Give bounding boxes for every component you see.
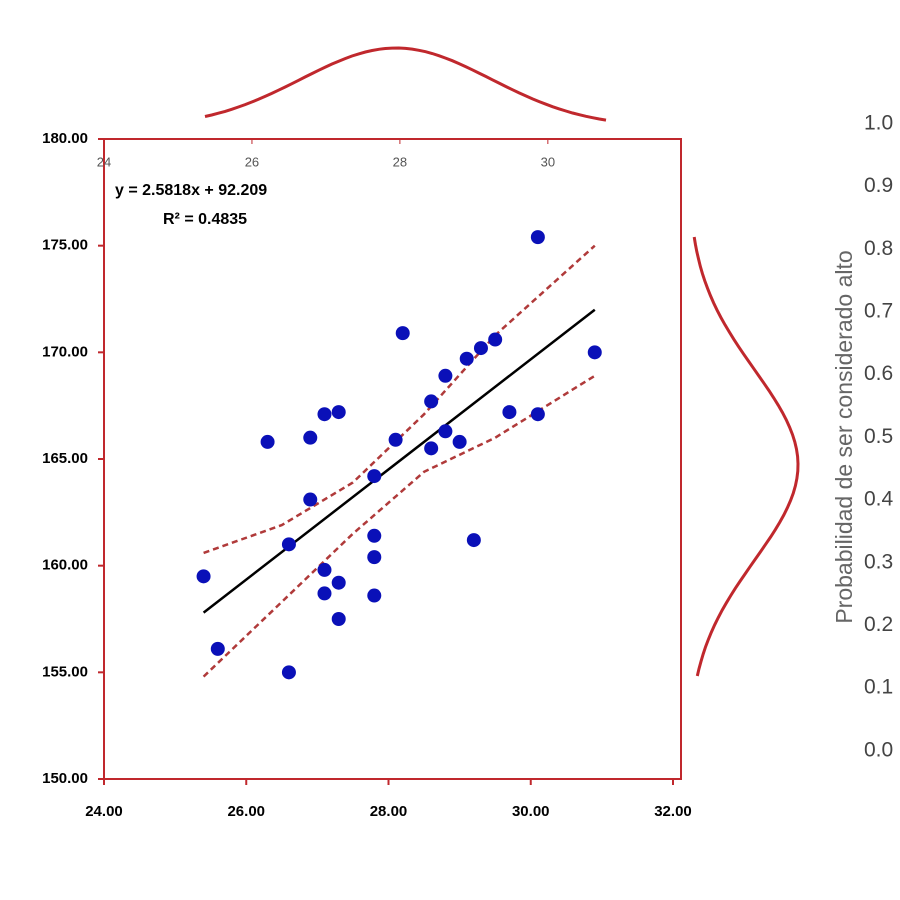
y-tick-label: 160.00 — [42, 557, 88, 574]
y-tick-label: 175.00 — [42, 237, 88, 254]
point — [317, 562, 332, 577]
point — [303, 430, 318, 445]
y2-tick-label: 0.5 — [864, 425, 893, 448]
top-distribution — [204, 46, 607, 122]
plot-frame — [103, 138, 682, 780]
x2-tick-label: 26 — [245, 154, 259, 169]
point — [367, 588, 382, 603]
point — [331, 575, 346, 590]
point — [367, 528, 382, 543]
point — [317, 586, 332, 601]
point — [466, 533, 481, 548]
x-tick-label: 30.00 — [512, 803, 550, 820]
point — [530, 230, 545, 245]
point — [473, 341, 488, 356]
right-distribution — [692, 236, 800, 677]
point — [530, 407, 545, 422]
point — [388, 432, 403, 447]
point — [488, 332, 503, 347]
point — [424, 441, 439, 456]
lower-confidence-band — [202, 374, 596, 678]
y2-tick-label: 0.7 — [864, 300, 893, 323]
equation: y = 2.5818x + 92.209 — [115, 182, 267, 199]
x2-tick-label: 24 — [97, 154, 111, 169]
point — [281, 537, 296, 552]
y-tick-label: 165.00 — [42, 450, 88, 467]
point — [260, 434, 275, 449]
point — [395, 326, 410, 341]
x2-tick-label: 30 — [541, 154, 555, 169]
x2-tick-label: 28 — [393, 154, 407, 169]
y2-tick-label: 0.1 — [864, 676, 893, 699]
y2-tick-label: 0.9 — [864, 174, 893, 197]
point — [438, 424, 453, 439]
y2-tick-label: 0.6 — [864, 362, 893, 385]
y2-tick-label: 1.0 — [864, 112, 893, 135]
y2-tick-label: 0.0 — [864, 738, 893, 761]
point — [367, 469, 382, 484]
y2-tick-label: 0.8 — [864, 237, 893, 260]
point — [196, 569, 211, 584]
x-tick-label: 28.00 — [370, 803, 408, 820]
regression-line — [202, 308, 596, 614]
point — [438, 368, 453, 383]
point — [452, 434, 467, 449]
point — [317, 407, 332, 422]
y-tick-label: 180.00 — [42, 130, 88, 147]
point — [587, 345, 602, 360]
x-tick-label: 26.00 — [227, 803, 265, 820]
point — [303, 492, 318, 507]
y2-tick-label: 0.2 — [864, 613, 893, 636]
point — [424, 394, 439, 409]
y2-tick-label: 0.4 — [864, 488, 894, 511]
point — [210, 641, 225, 656]
point — [281, 665, 296, 680]
point — [367, 550, 382, 565]
x-tick-label: 32.00 — [654, 803, 692, 820]
point — [331, 612, 346, 626]
y-tick-label: 150.00 — [42, 770, 88, 787]
point — [459, 351, 474, 366]
point — [331, 405, 346, 420]
y2-axis-label: Probabilidad de ser considerado alto — [831, 250, 857, 623]
upper-confidence-band — [203, 244, 596, 555]
y-tick-label: 170.00 — [42, 343, 88, 360]
y2-tick-label: 0.3 — [864, 550, 893, 573]
x-tick-label: 24.00 — [85, 803, 123, 820]
y-tick-label: 155.00 — [42, 663, 88, 680]
point — [502, 405, 517, 420]
r-squared: R² = 0.4835 — [163, 211, 247, 228]
